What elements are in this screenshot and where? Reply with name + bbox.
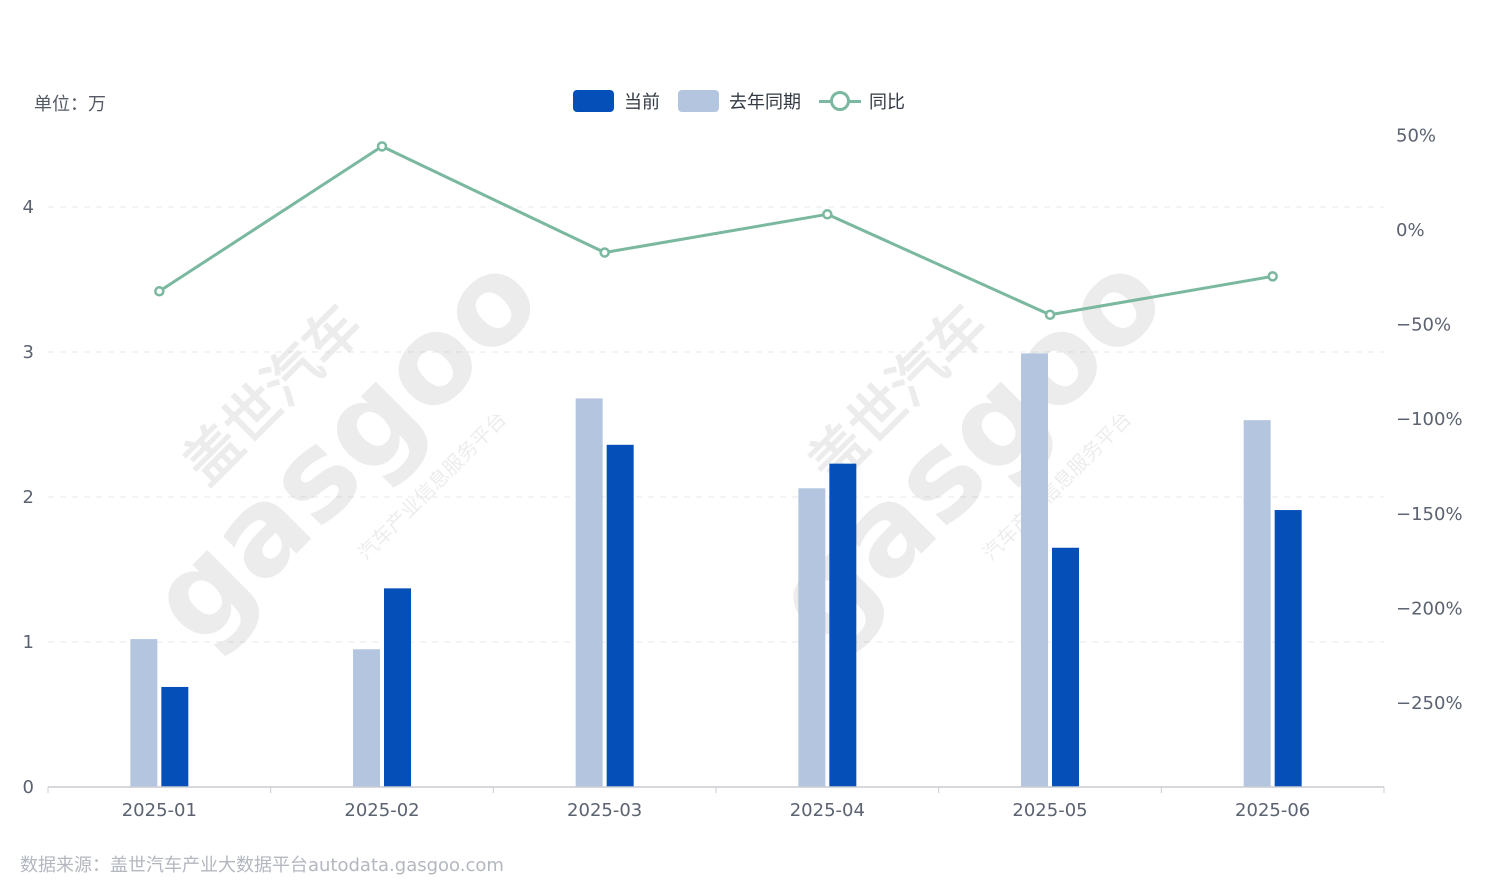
axes: 0 1 2 3 4 −250% −200% −150% −100% −50% 0% 50% 2025-0… [23, 125, 1463, 821]
bars [130, 353, 1302, 787]
x-tick-label: 2025-01 [122, 800, 197, 821]
bar-current [161, 686, 189, 787]
yoy-point [154, 286, 165, 297]
x-tick-label: 2025-03 [567, 800, 642, 821]
legend-label-yoy: 同比 [869, 92, 905, 113]
legend-label-current: 当前 [624, 92, 660, 113]
legend-label-last-year: 去年同期 [729, 92, 801, 113]
bar-last-year [575, 398, 603, 787]
bar-last-year [798, 488, 826, 787]
yoy-point [1044, 309, 1056, 321]
bar-current [1052, 547, 1079, 787]
bar-current [829, 463, 857, 787]
legend-item-current[interactable]: 当前 [573, 88, 660, 114]
legend-swatch-yoy [819, 90, 861, 112]
bar-last-year [1021, 353, 1048, 787]
y2-tick-label: −100% [1396, 409, 1463, 430]
y2-tick-label: −150% [1396, 504, 1463, 525]
bar-current [606, 444, 634, 787]
x-tick-label: 2025-05 [1012, 800, 1087, 821]
bar-last-year [130, 639, 158, 787]
unit-label: 单位：万 [34, 94, 106, 115]
yoy-point [599, 247, 610, 258]
yoy-point [822, 209, 833, 220]
y-tick-label: 1 [23, 632, 34, 653]
yoy-point [1267, 271, 1278, 282]
y-tick-label: 4 [23, 197, 34, 218]
yoy-line [154, 141, 1278, 321]
bar-last-year [1243, 420, 1271, 787]
bar-last-year [353, 649, 380, 787]
legend: 当前 去年同期 同比 [573, 88, 923, 114]
y2-tick-label: −50% [1396, 315, 1451, 336]
x-tick-label: 2025-04 [790, 800, 865, 821]
y2-tick-label: 0% [1396, 220, 1425, 241]
legend-swatch-current [573, 90, 614, 112]
x-tick-label: 2025-06 [1235, 800, 1310, 821]
x-tick-label: 2025-02 [344, 800, 419, 821]
yoy-line-path [158, 144, 1273, 317]
y2-tick-label: −200% [1396, 598, 1463, 619]
bar-current [384, 588, 411, 787]
legend-item-yoy[interactable]: 同比 [819, 88, 905, 114]
y-tick-label: 2 [23, 487, 34, 508]
y-tick-label: 0 [23, 777, 34, 798]
y-tick-label: 3 [23, 342, 34, 363]
legend-swatch-last-year [678, 90, 719, 112]
y2-tick-label: 50% [1396, 125, 1436, 146]
y2-tick-label: −250% [1396, 693, 1463, 714]
yoy-point [376, 141, 388, 152]
bar-current [1274, 510, 1302, 787]
legend-item-last-year[interactable]: 去年同期 [678, 88, 801, 114]
source-label: 数据来源：盖世汽车产业大数据平台autodata.gasgoo.com [20, 855, 504, 876]
